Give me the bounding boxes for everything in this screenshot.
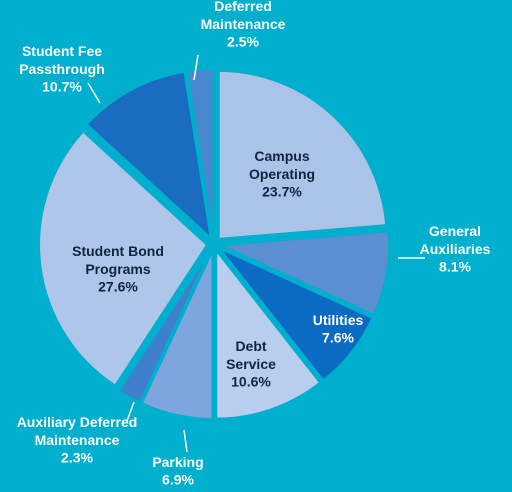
slice-label: Auxiliary Deferred Maintenance <box>17 414 138 448</box>
label-line: Maintenance <box>35 432 120 448</box>
slice-label: Student Fee Passthrough <box>19 43 105 77</box>
leader-line <box>183 429 188 453</box>
pie-slice <box>218 247 374 382</box>
pie-slice <box>215 247 322 420</box>
value-label: 10.7% <box>42 79 82 95</box>
label-line: Operating <box>249 166 315 182</box>
label-line: Utilities <box>313 312 364 328</box>
pie-slice <box>38 130 209 387</box>
value-label: 23.7% <box>262 184 302 200</box>
label-line: Auxiliary Deferred <box>17 414 138 430</box>
label-line: Student Bond <box>72 243 164 259</box>
slice-label: General Auxiliaries <box>420 223 491 257</box>
pie-slice <box>85 70 213 241</box>
slice-label: Campus Operating <box>249 148 315 182</box>
pie-slice <box>186 68 215 238</box>
value-label: 2.5% <box>227 34 259 50</box>
value-label: 8.1% <box>439 259 471 275</box>
leader-line <box>193 54 199 81</box>
value-label: 6.9% <box>162 472 194 488</box>
value-label: 2.3% <box>61 450 93 466</box>
slice-label: Deferred Maintenance <box>201 0 286 32</box>
pie-slice <box>217 69 388 240</box>
label-line: Student Fee <box>22 43 102 59</box>
label-line: Maintenance <box>201 16 286 32</box>
slice-label: Parking <box>152 454 203 470</box>
pie-slice <box>117 249 212 404</box>
value-label: 27.6% <box>98 279 138 295</box>
label-line: Debt <box>235 338 266 354</box>
label-line: Deferred <box>214 0 272 14</box>
slice-label: Utilities <box>313 312 364 328</box>
slice-label: Student Bond Programs <box>72 243 164 277</box>
label-line: Campus <box>254 148 309 164</box>
label-line: Parking <box>152 454 203 470</box>
value-label: 7.6% <box>322 330 354 346</box>
pie-slice <box>216 230 390 317</box>
label-line: General <box>429 223 481 239</box>
label-line: Service <box>226 356 276 372</box>
value-label: 10.6% <box>231 374 271 390</box>
label-line: Auxiliaries <box>420 241 491 257</box>
label-line: Programs <box>85 261 151 277</box>
leader-line <box>87 82 101 104</box>
slice-label: Debt Service <box>226 338 276 372</box>
label-line: Passthrough <box>19 61 105 77</box>
leader-line <box>126 401 135 422</box>
pie-slice <box>140 250 214 420</box>
